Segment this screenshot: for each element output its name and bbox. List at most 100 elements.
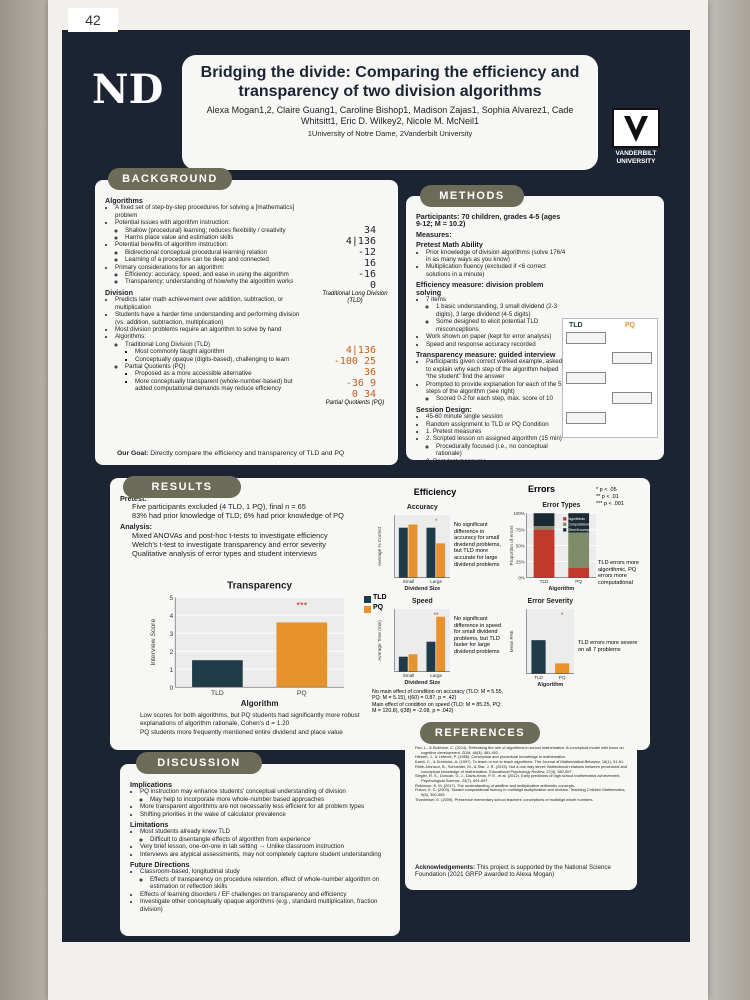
bullet-text: Primary considerations for an algorithm: bbox=[115, 263, 225, 271]
bar bbox=[398, 527, 408, 578]
work-line: 4|136 bbox=[345, 236, 376, 247]
subheading: Division bbox=[105, 287, 133, 297]
reference: Rittle-Johnson, B., Schneider, M., & Sta… bbox=[415, 763, 627, 774]
section-heading: DISCUSSION bbox=[136, 752, 262, 774]
work-line: 36 bbox=[363, 367, 376, 378]
y-axis-label: Average Time (min) bbox=[377, 620, 382, 661]
vanderbilt-name: VANDERBILT UNIVERSITY bbox=[615, 150, 657, 165]
bullet-text: Most students already knew TLD bbox=[140, 828, 230, 836]
x-tick-label: PQ bbox=[297, 690, 307, 697]
x-axis-label: Algorithm bbox=[548, 586, 574, 592]
bullet-list: Procedurally focused (i.e., no conceptua… bbox=[426, 443, 566, 458]
acknowledgements: Acknowledgements: This project is suppor… bbox=[415, 864, 629, 879]
work-line: -12 bbox=[357, 247, 376, 258]
x-tick-label: Large bbox=[430, 579, 442, 584]
bullet: Predicts later math achievement over add… bbox=[115, 296, 310, 311]
bullet: PQ instruction may enhance students' con… bbox=[140, 788, 392, 803]
background-text: AlgorithmsA fixed set of step-by-step pr… bbox=[105, 197, 310, 393]
bullet: Some designed to elicit potential TLD mi… bbox=[436, 318, 566, 333]
legend-label: Algorithmic bbox=[567, 517, 585, 521]
speed-note: No significant difference in speed for s… bbox=[454, 616, 502, 655]
reference: Thanheiser, E. (2009). Preservice elemen… bbox=[415, 796, 594, 802]
text-line: Five participants excluded (4 TLD, 1 PQ)… bbox=[132, 502, 306, 512]
subheading: Session Design: bbox=[416, 404, 472, 414]
bullet-text: Potential issues with algorithm instruct… bbox=[115, 219, 230, 227]
bullet: Work shown on paper (kept for error anal… bbox=[426, 333, 566, 340]
authors: Alexa Mogan1,2, Claire Guang1, Caroline … bbox=[206, 105, 574, 126]
bullet-text: 2. Scripted lesson on assigned algorithm… bbox=[426, 435, 562, 443]
bullet: Random assignment to TLD or PQ Condition bbox=[426, 421, 566, 428]
chart: Transparency 0 1 2 3 4 5 Interview Score Algorit… bbox=[150, 580, 344, 708]
example-caption: Partial Quotients (PQ) bbox=[325, 400, 385, 406]
bullet: Algorithms:Traditional Long Division (TL… bbox=[115, 333, 310, 392]
bullet: Potential issues with algorithm instruct… bbox=[115, 219, 310, 241]
reference: Hiebert, J., & Lefevre, P. (1986). Conce… bbox=[415, 754, 567, 760]
bullet: Learning of a procedure can be deep and … bbox=[125, 256, 310, 263]
bar bbox=[398, 656, 408, 672]
bar bbox=[531, 640, 546, 674]
p-legend: * p < .05 bbox=[596, 487, 617, 493]
bullet: Effects of transparency on procedure ret… bbox=[150, 876, 392, 891]
bullet: 1 basic understanding, 3 small dividend … bbox=[436, 303, 566, 318]
bullet-text: Potential benefits of algorithm instruct… bbox=[115, 241, 229, 249]
bullet: Shallow (procedural) learning; reduces f… bbox=[125, 227, 310, 234]
bullet-list: Most commonly taught algorithmConceptual… bbox=[125, 348, 310, 363]
bullet: 1. Pretest measures bbox=[426, 428, 566, 435]
bullet: More conceptually transparent (whole-num… bbox=[135, 378, 310, 393]
diagram-step-box bbox=[566, 412, 606, 424]
bar-segment bbox=[568, 513, 590, 533]
discussion-panel: ImplicationsPQ instruction may enhance s… bbox=[120, 764, 400, 936]
chart: Error Types 0% 25% 50% 75% 100% Proportion of … bbox=[509, 502, 596, 592]
legend-swatch bbox=[364, 606, 371, 613]
error-types-note: TLD errors more algorithmic, PQ errors m… bbox=[598, 560, 640, 586]
bullet: Efficiency: accuracy, speed, and ease in… bbox=[125, 271, 310, 278]
affiliations: 1University of Notre Dame, 2Vanderbilt U… bbox=[307, 129, 473, 138]
section-heading: METHODS bbox=[420, 185, 524, 207]
notre-dame-logo: ND bbox=[92, 66, 162, 113]
ack-label: Acknowledgements: bbox=[415, 864, 476, 871]
subheading: Measures: bbox=[416, 229, 452, 239]
bullet-text: 7 items bbox=[426, 296, 446, 304]
bullet-list: Difficult to disentangle effects of algo… bbox=[140, 836, 392, 843]
text-line: Qualitative analysis of error types and … bbox=[132, 548, 317, 558]
bullet-text: Classroom-based, longitudinal study bbox=[140, 868, 240, 876]
bullet: Shifting priorities in the wake of calcu… bbox=[140, 811, 392, 818]
bullet: Difficult to disentangle effects of algo… bbox=[150, 836, 392, 843]
legend-swatch bbox=[364, 596, 371, 603]
bar-segment bbox=[533, 529, 555, 578]
bullet-text: PQ instruction may enhance students' con… bbox=[140, 788, 346, 796]
x-tick-label: PQ bbox=[559, 675, 566, 680]
reference: Robinson, K. M. (2017). The understandin… bbox=[415, 782, 575, 788]
goal-text: Directly compare the efficiency and tran… bbox=[150, 449, 345, 457]
chart: Accuracy Average % Correct Dividend Size Sm… bbox=[377, 504, 450, 592]
significance: *** bbox=[296, 600, 307, 611]
bullet-list: Efficiency: accuracy, speed, and ease in… bbox=[115, 271, 310, 286]
bullet-list: 7 items1 basic understanding, 3 small di… bbox=[416, 296, 566, 348]
bullet-list: Shallow (procedural) learning; reduces f… bbox=[115, 227, 310, 242]
x-tick-label: Small bbox=[403, 673, 415, 678]
bullet: Prompted to provide explanation for each… bbox=[426, 381, 566, 403]
subheading: Analysis: bbox=[120, 522, 152, 532]
bullet: Investigate other conceptually opaque al… bbox=[140, 898, 392, 913]
subheading: Pretest: bbox=[120, 494, 147, 503]
subheading: Implications bbox=[130, 780, 172, 789]
legend-label: PQ bbox=[373, 604, 384, 611]
bullet: Prior knowledge of division algorithms (… bbox=[426, 249, 566, 264]
bullet: Speed and response accuracy recorded bbox=[426, 341, 566, 348]
x-tick-label: PQ bbox=[575, 579, 582, 584]
y-axis-label: Mean PAE bbox=[509, 630, 514, 652]
bullet: Transparency: understanding of how/why t… bbox=[125, 278, 310, 285]
bullet-list: Participants given correct worked exampl… bbox=[416, 358, 566, 402]
bullet-list: 45-60 minute single sessionRandom assign… bbox=[416, 413, 566, 460]
bullet: Bidirectional conceptual procedural lear… bbox=[125, 249, 310, 256]
bullet: Harms place value and estimation skills bbox=[125, 234, 310, 241]
bullet: Effects of learning disorders / EF chall… bbox=[140, 891, 392, 898]
subheading: Algorithms bbox=[105, 196, 143, 205]
bullet: Most division problems require an algori… bbox=[115, 326, 310, 333]
bullet-list: May help to incorporate more whole-numbe… bbox=[140, 796, 392, 803]
y-tick-label: 25% bbox=[516, 560, 525, 565]
bar bbox=[426, 527, 436, 578]
bullet: Traditional Long Division (TLD)Most comm… bbox=[125, 341, 310, 363]
example-caption: Traditional Long Division (TLD) bbox=[322, 291, 388, 304]
subheading: Transparency measure: guided interview bbox=[416, 349, 556, 359]
